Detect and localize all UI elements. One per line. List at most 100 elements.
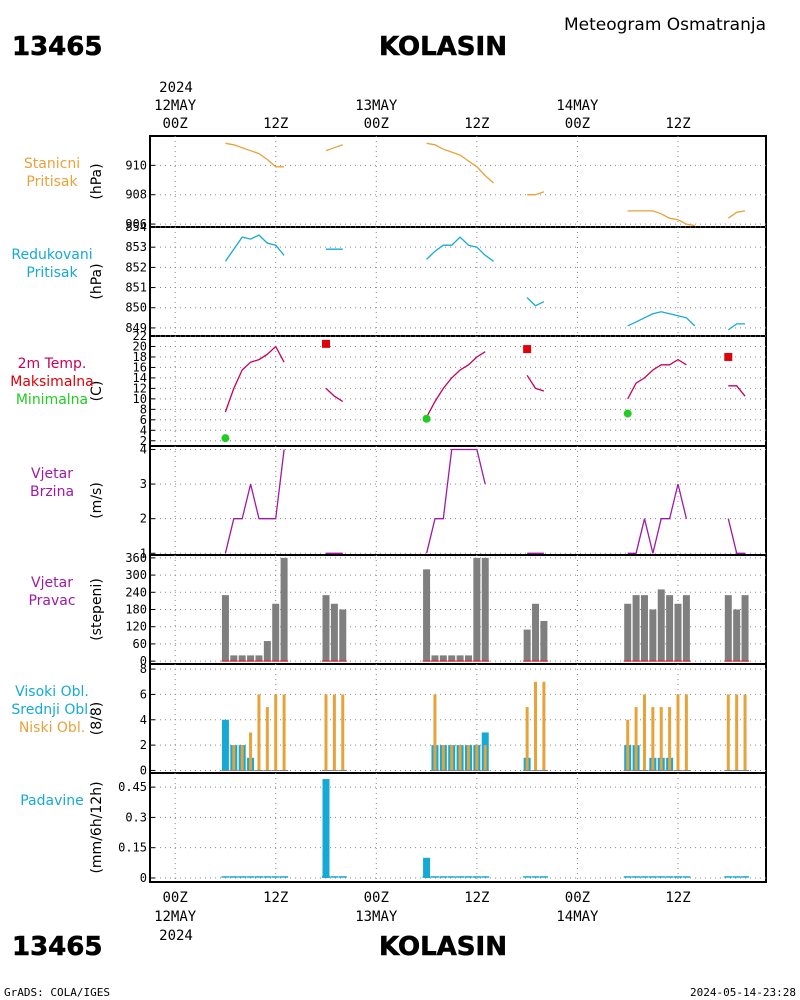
panels: 906908910(hPa)849850851852853854(hPa)246… <box>89 135 767 885</box>
side-label-wind_direction: Pravac <box>28 593 75 609</box>
wind-direction-bar <box>456 655 464 662</box>
cloud-low-bar <box>458 745 462 771</box>
series-line-wind_speed <box>425 448 486 554</box>
y-tick-label: 22 <box>133 329 147 343</box>
cloud-low-bar <box>483 745 487 771</box>
y-tick-label: 6 <box>140 413 147 427</box>
side-label-wind_speed: Vjetar <box>31 466 73 482</box>
panel-wind_speed: 1 2 3 4 (m/s) <box>89 442 767 560</box>
cloud-low-bar <box>634 707 638 771</box>
station-id-bottom: 13465 <box>12 932 102 962</box>
series-line-reduced_pressure <box>426 236 494 262</box>
unit-label: (m/s) <box>89 482 105 519</box>
series-line-temperature <box>426 351 486 418</box>
wind-direction-bar <box>640 595 648 662</box>
y-tick-label: 16 <box>133 360 147 374</box>
series-line-wind_speed <box>224 449 285 554</box>
panel-wind_direction: 0 60 120 180 240 300 360 (stepeni) <box>89 551 767 668</box>
cloud-low-bar <box>257 694 261 771</box>
side-label-wind_direction: Vjetar <box>31 575 73 591</box>
y-tick-label: 300 <box>125 568 147 582</box>
wind-direction-bar <box>322 595 330 662</box>
y-tick-label: 851 <box>125 281 147 295</box>
cloud-low-bar <box>324 694 328 771</box>
cloud-low-bar <box>282 694 286 771</box>
cloud-low-bar <box>735 694 739 771</box>
y-tick-label: 4 <box>140 423 147 437</box>
wind-direction-bar <box>423 569 431 662</box>
credit-text: GrADS: COLA/IGES <box>4 986 110 999</box>
series-line-wind_speed <box>727 518 745 554</box>
date-label-bottom: 14MAY <box>556 909 599 925</box>
min-temp-marker <box>422 414 431 423</box>
side-label-reduced_pressure: Pritisak <box>26 265 78 281</box>
time-tick-top: 00Z <box>565 116 590 132</box>
series-line-temperature <box>627 358 687 400</box>
series-line-temperature <box>728 385 746 397</box>
cloud-low-bar <box>475 745 479 771</box>
cloud-low-bar <box>534 681 538 771</box>
panel-reduced_pressure: 849 850 851 852 853 854 (hPa) <box>89 220 767 337</box>
panel-precipitation: 0 0.15 0.3 0.45 (mm/6h/12h) <box>89 772 767 885</box>
y-tick-label: 0.3 <box>125 810 147 824</box>
unit-label: (hPa) <box>89 163 105 199</box>
date-label-top: 13MAY <box>355 98 398 114</box>
side-label-temperature: 2m Temp. <box>18 356 87 372</box>
wind-direction-bar <box>280 557 288 662</box>
y-tick-label: 0.15 <box>118 841 147 855</box>
y-tick-label: 8 <box>140 662 147 676</box>
year-label-bottom: 2024 <box>159 928 193 944</box>
time-tick-bottom: 00Z <box>565 890 590 906</box>
y-tick-label: 3 <box>140 477 147 491</box>
side-label-clouds: Srednji Obl. <box>11 702 92 718</box>
y-tick-label: 852 <box>125 260 147 274</box>
cloud-low-bar <box>265 707 269 771</box>
y-tick-label: 18 <box>133 350 147 364</box>
y-tick-label: 0.45 <box>118 780 147 794</box>
min-temp-marker <box>623 409 632 418</box>
wind-direction-bar <box>448 655 456 662</box>
series-line-reduced_pressure <box>627 311 696 327</box>
series-line-temperature <box>224 345 285 413</box>
wind-direction-bar <box>330 603 338 662</box>
cloud-low-bar <box>668 707 672 771</box>
time-tick-top: 00Z <box>162 116 187 132</box>
y-tick-label: 180 <box>125 603 147 617</box>
series-line-station_pressure <box>727 210 746 219</box>
series-line-reduced_pressure <box>224 234 285 262</box>
y-tick-label: 240 <box>125 585 147 599</box>
precip-bar <box>322 779 330 878</box>
series-line-station_pressure <box>426 142 495 184</box>
cloud-low-bar <box>441 745 445 771</box>
date-label-bottom: 13MAY <box>355 909 398 925</box>
panel-station_pressure: 906 908 910 (hPa) <box>89 135 767 231</box>
wind-direction-bar <box>263 641 271 662</box>
wind-direction-bar <box>431 655 439 662</box>
side-label-station_pressure: Stanicni <box>24 156 80 172</box>
cloud-low-bar <box>249 732 253 771</box>
y-tick-label: 0 <box>140 871 147 885</box>
station-id-top: 13465 <box>12 32 102 62</box>
wind-direction-bar <box>221 595 229 662</box>
side-label-reduced_pressure: Redukovani <box>11 247 92 263</box>
wind-direction-bar <box>741 595 749 662</box>
y-tick-label: 850 <box>125 301 147 315</box>
y-tick-label: 360 <box>125 551 147 565</box>
cloud-low-bar <box>626 719 630 771</box>
y-tick-label: 14 <box>133 371 147 385</box>
y-tick-label: 0 <box>140 654 147 668</box>
panel-frame <box>149 226 767 337</box>
y-tick-label: 910 <box>125 158 147 172</box>
max-temp-marker <box>724 352 733 361</box>
wind-direction-bar <box>674 603 682 662</box>
max-temp-marker <box>322 339 330 348</box>
side-label-clouds: Niski Obl. <box>19 720 85 736</box>
precip-bar <box>423 857 431 878</box>
series-line-station_pressure <box>325 144 344 152</box>
station-name-top: KOLASIN <box>379 32 507 62</box>
y-tick-label: 10 <box>133 392 147 406</box>
panel-frame <box>149 772 767 883</box>
wind-direction-bar <box>238 655 246 662</box>
cloud-low-bar <box>341 694 345 771</box>
